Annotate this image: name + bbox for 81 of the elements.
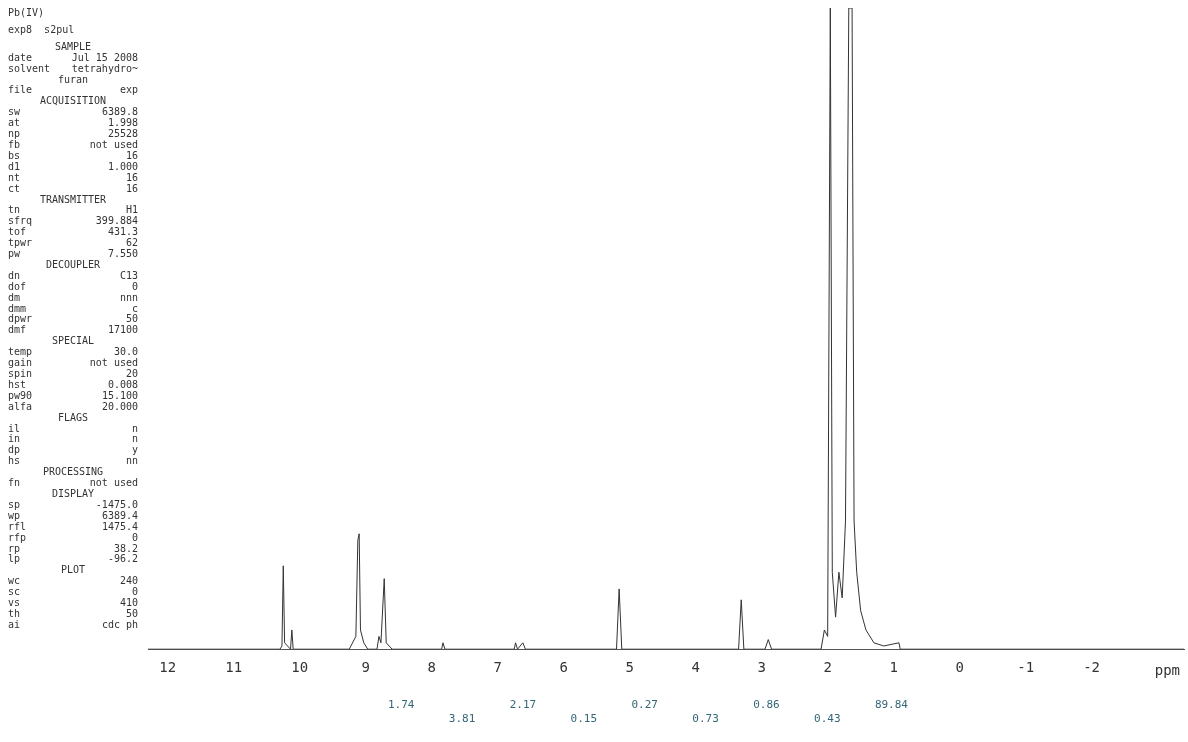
text: gain not used [8,357,138,369]
x-tick-label: 1 [889,659,898,676]
text: file exp [8,84,138,96]
text: 0.15 [570,712,598,725]
text: th 50 [8,607,138,619]
text: furan [56,73,89,86]
text: 0.86 [753,698,780,713]
text: ai cdc ph [8,618,138,630]
text: sw 6389.8 [8,106,138,118]
text: wp 6389.4 [8,509,138,521]
text: date Jul 15 2008 [8,51,138,63]
x-tick-label: 0 [955,659,964,676]
text: dof 0 [8,280,138,292]
text: Pb(IV) [8,7,46,19]
x-tick-label: 12 [159,659,177,676]
text: sp -1475.0 [8,498,138,510]
text: tof 431.3 [8,226,138,238]
text: 0.27 [631,698,658,713]
text: np 25528 [8,128,138,140]
text: d1 1.000 [8,160,138,172]
x-tick-label: 4 [691,659,700,676]
text: PROCESSING [41,466,105,478]
x-tick-label: -2 [1083,659,1101,676]
text: exp8 s2pul [8,23,76,36]
text: 1.74 [388,698,415,713]
text: 89.84 [874,698,908,713]
x-tick-label: 3 [757,659,766,676]
text: PLOT [59,564,87,577]
x-tick-label: -1 [1017,659,1035,676]
text: il n [8,422,138,434]
text: FLAGS [56,411,90,424]
x-tick-label: 5 [625,659,634,676]
text: TRANSMITTER [38,193,108,206]
x-tick-label: 7 [493,659,502,676]
text: rfl 1475.4 [8,520,138,532]
x-tick-label: 6 [559,659,568,676]
x-tick-label: 8 [427,659,436,676]
text: dp y [8,444,138,456]
text: dmm c [8,302,138,314]
text: lp -96.2 [8,553,138,565]
text: pw 7.550 [8,248,138,260]
text: dmf 17100 [8,324,138,336]
text: temp 30.0 [8,346,138,358]
text: 3.81 [448,712,476,725]
text: hst 0.008 [8,378,138,390]
x-tick-label: 10 [291,659,309,676]
text: bs 16 [8,149,138,161]
text: alfa 20.000 [8,400,138,412]
text: ACQUISITION [38,95,108,107]
x-tick-label: 2 [823,659,832,676]
text: fn not used [8,477,138,489]
text: rp 38.2 [8,542,138,554]
text: at 1.998 [8,117,138,129]
text: vs 410 [8,597,138,609]
text: fb not used [8,138,138,150]
text: 0.43 [814,712,841,725]
x-tick-label: 11 [225,659,243,676]
text: spin 20 [8,368,138,379]
text: tn H1 [8,204,138,216]
x-tick-label: 9 [361,659,370,676]
text: 2.17 [509,698,537,713]
text: SPECIAL [50,335,96,348]
text: dpwr 50 [8,313,138,325]
text: hs nn [8,455,138,467]
text: DECOUPLER [44,258,102,271]
text: in n [8,433,138,445]
text: solvent tetrahydro~ [8,62,138,74]
text: pw90 15.100 [8,389,138,401]
text: sfrq 399.884 [8,215,138,227]
text: sc 0 [8,586,138,598]
text: DISPLAY [50,487,96,500]
text: nt 16 [8,171,138,183]
x-axis-title: ppm [1154,662,1180,679]
text: ct 16 [8,182,138,194]
text: SAMPLE [53,40,93,53]
text: dm nnn [8,291,138,303]
text: tpwr 62 [8,237,138,249]
text: dn C13 [8,269,138,281]
text: 0.73 [692,712,719,725]
text: rfp 0 [8,531,138,543]
text: wc 240 [8,575,138,587]
